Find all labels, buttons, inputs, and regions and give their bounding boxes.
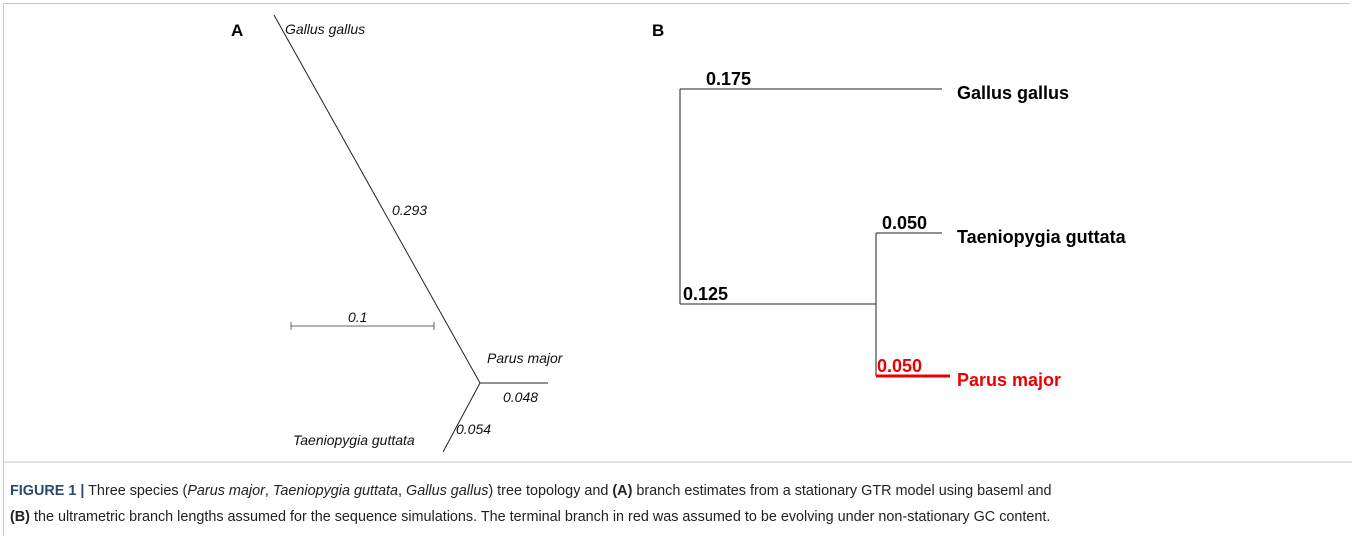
caption-text: Taeniopygia guttata xyxy=(272,483,398,499)
taxon-label: Parus major xyxy=(957,370,1061,390)
panel-label: B xyxy=(652,21,664,40)
caption-text: Parus major xyxy=(187,483,265,499)
branch xyxy=(273,14,481,384)
caption-text: ) tree topology and xyxy=(488,483,613,499)
caption: FIGURE 1 | Three species (Parus major, T… xyxy=(10,478,1350,530)
figure-frame xyxy=(3,3,1350,536)
branch-length: 0.050 xyxy=(877,356,922,376)
caption-text: (B) xyxy=(10,509,30,525)
taxon-label: Taeniopygia guttata xyxy=(293,432,415,448)
branch-length: 0.050 xyxy=(882,213,927,233)
panel-label: A xyxy=(231,21,243,40)
branch-length: 0.175 xyxy=(706,69,751,89)
branch-length: 0.048 xyxy=(503,389,538,405)
scale-label: 0.1 xyxy=(348,309,367,325)
caption-text: Three species ( xyxy=(84,483,188,499)
branch-length: 0.125 xyxy=(683,284,728,304)
figure-number: FIGURE 1 | xyxy=(10,483,85,499)
caption-text: , xyxy=(264,483,273,499)
caption-text: Gallus gallus xyxy=(406,483,489,499)
caption-text: (A) xyxy=(612,483,633,499)
caption-text: , xyxy=(398,483,406,499)
taxon-label: Gallus gallus xyxy=(285,21,365,37)
branch-length: 0.054 xyxy=(456,421,491,437)
branch-length: 0.293 xyxy=(392,202,427,218)
caption-text: branch estimates from a stationary GTR m… xyxy=(632,483,1052,499)
taxon-label: Taeniopygia guttata xyxy=(957,227,1127,247)
caption-text: the ultrametric branch lengths assumed f… xyxy=(29,509,1051,525)
taxon-label: Gallus gallus xyxy=(957,83,1069,103)
branch xyxy=(442,382,481,453)
taxon-label: Parus major xyxy=(487,350,564,366)
